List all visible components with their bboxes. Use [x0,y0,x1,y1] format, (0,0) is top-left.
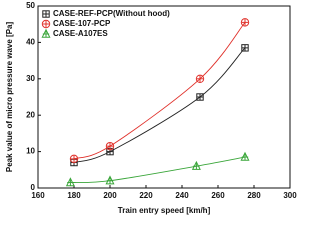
x-tick-label: 200 [103,191,117,200]
x-axis-label: Train entry speed [km/h] [118,206,211,215]
marker-shape [240,18,250,27]
marker [42,10,50,18]
marker [240,151,250,161]
plot-frame [37,5,291,189]
legend-label: CASE-107-PCP [53,19,111,28]
x-tick-label: 160 [31,191,45,200]
x-tick-label: 240 [175,191,189,200]
y-tick-label: 50 [26,1,35,10]
legend-entry: CASE-107-PCP [53,19,111,28]
x-tick-label: 280 [247,191,261,200]
marker [195,74,205,84]
x-tick-label: 180 [67,191,81,200]
chart: Train entry speed [km/h] Peak value of m… [5,1,297,215]
y-tick-label: 0 [31,183,36,192]
y-tick-label: 10 [26,147,35,156]
legend-label: CASE-A107ES [53,29,108,38]
legend-label: CASE-REF-PCP(Without hood) [53,9,170,18]
marker [191,160,201,170]
marker [105,141,115,151]
marker [241,44,249,52]
legend-entry: CASE-REF-PCP(Without hood) [53,9,170,18]
marker [240,18,250,27]
marker-shape [195,74,205,84]
y-tick-label: 30 [26,74,35,83]
marker [41,28,51,38]
marker [65,177,75,187]
marker [196,93,204,101]
y-tick-label: 40 [26,38,35,47]
marker-shape [69,154,79,164]
series-curve [73,22,246,160]
x-tick-label: 300 [283,191,297,200]
marker-shape [41,19,51,29]
marker-shape [105,141,115,151]
x-tick-label: 220 [139,191,153,200]
marker [69,154,79,164]
series-curve [73,47,246,163]
marker [105,175,115,185]
series-curve [70,156,246,184]
marker [41,19,51,29]
y-axis-label: Peak value of micro pressure wave [Pa] [5,22,14,173]
x-tick-label: 260 [211,191,225,200]
y-tick-label: 20 [26,110,35,119]
legend-entry: CASE-A107ES [53,29,108,38]
